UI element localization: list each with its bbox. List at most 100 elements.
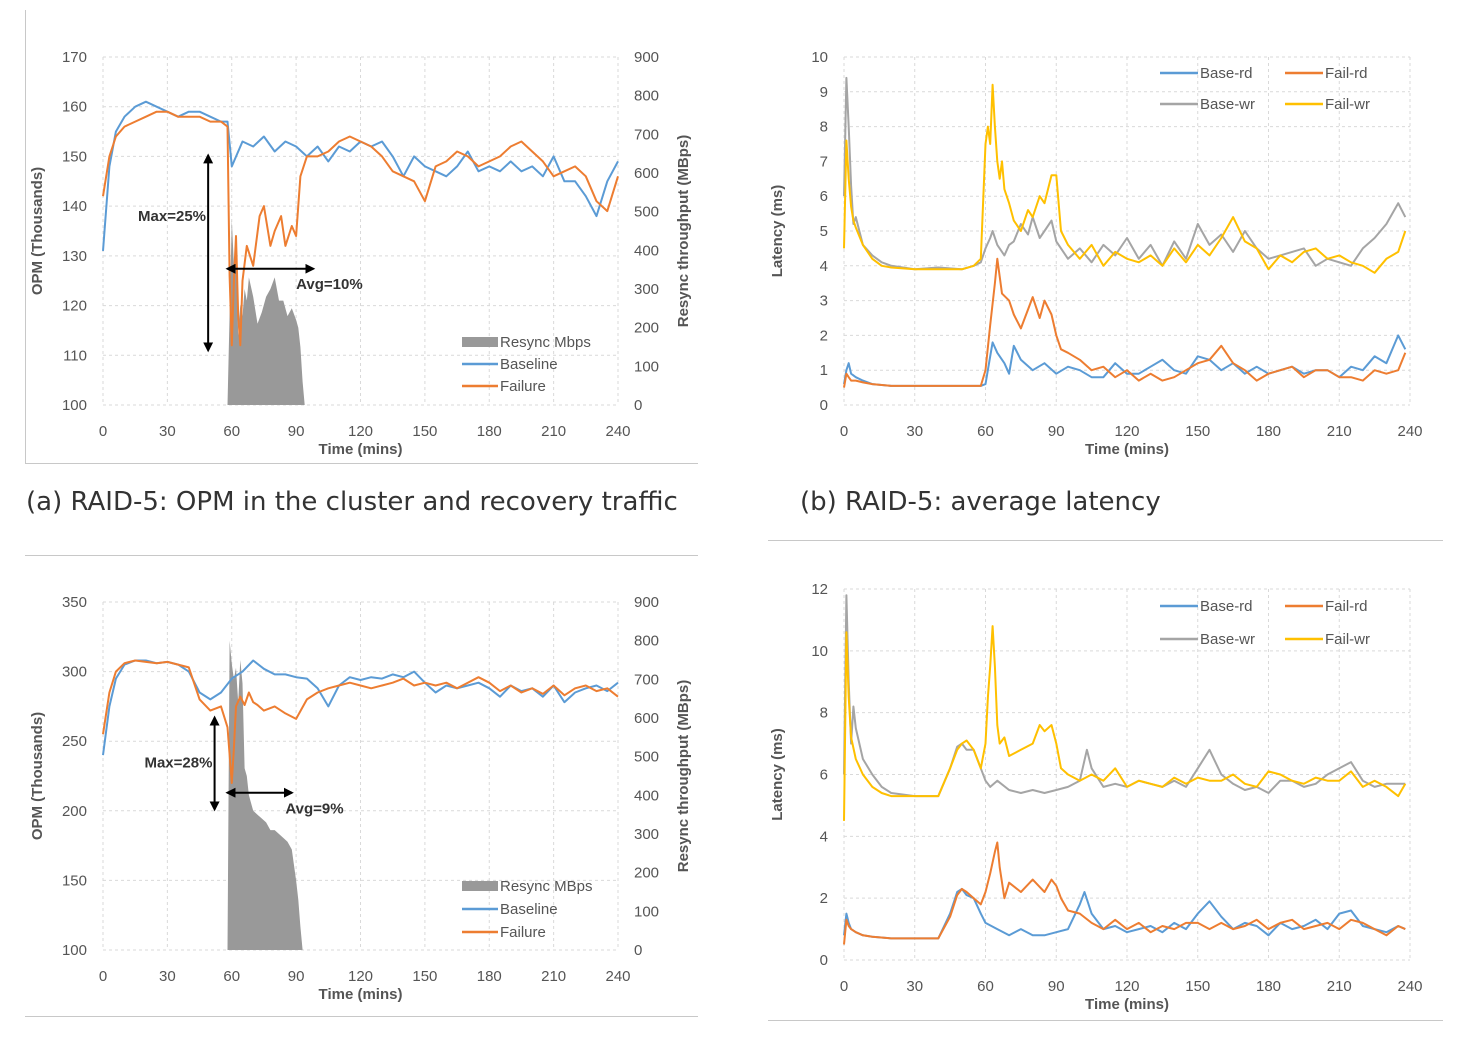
y2-tick-label: 800 — [634, 88, 659, 105]
y2-tick-label: 200 — [634, 865, 659, 882]
x-tick-label: 30 — [159, 423, 176, 440]
y2-tick-label: 0 — [634, 942, 642, 959]
chart-b-latency: 0 1 2 3 4 5 6 7 8 9 10 0 30 60 90 120 150 180 210 240 Time (… — [770, 35, 1442, 465]
x-tick-label: 120 — [348, 423, 373, 440]
y2-tick-label: 400 — [634, 242, 659, 259]
y-tick-label: 9 — [820, 84, 828, 101]
legend-label-fail-wr: Fail-wr — [1325, 96, 1370, 113]
annotation-avg: Avg=10% — [296, 276, 363, 293]
x-tick-label: 240 — [1397, 978, 1422, 995]
x-tick-label: 60 — [977, 978, 994, 995]
y-tick-label: 0 — [820, 952, 828, 969]
y-tick-label: 170 — [62, 49, 87, 66]
x-tick-label: 210 — [541, 968, 566, 985]
x-tick-label: 90 — [1048, 423, 1065, 440]
y-tick-label: 160 — [62, 99, 87, 116]
legend-label-base-wr: Base-wr — [1200, 631, 1255, 648]
legend-label-base-rd: Base-rd — [1200, 65, 1253, 82]
panel-c-bottom-border — [25, 1016, 698, 1017]
x-tick-label: 90 — [1048, 978, 1065, 995]
caption-b: (b) RAID-5: average latency — [800, 487, 1161, 517]
x-tick-label: 240 — [605, 968, 630, 985]
legend-label-fail-wr: Fail-wr — [1325, 631, 1370, 648]
chart-c-opm: 100 150 200 250 300 350 0 100 200 300 400 500 600 700… — [30, 580, 695, 1010]
y-tick-label: 4 — [820, 258, 828, 275]
panel-b-bottom-border — [768, 540, 1443, 541]
y-axis-title: Latency (ms) — [770, 728, 786, 821]
chart-c-svg: 1001502002503003500100200300400500600700… — [30, 594, 692, 1003]
x-tick-label: 240 — [1397, 423, 1422, 440]
legend-label-baseline: Baseline — [500, 901, 558, 918]
annotation-max: Max=25% — [138, 208, 206, 225]
y-tick-label: 110 — [63, 347, 87, 364]
x-tick-label: 0 — [99, 423, 107, 440]
y2-tick-label: 100 — [634, 903, 659, 920]
y2-tick-label: 200 — [634, 320, 659, 337]
x-tick-label: 120 — [1114, 423, 1139, 440]
x-tick-label: 150 — [412, 968, 437, 985]
y-tick-label: 130 — [62, 248, 87, 265]
x-tick-label: 0 — [840, 423, 848, 440]
legend-swatch-resync-mbps — [462, 881, 498, 891]
legend-label-resync-mbps: Resync Mbps — [500, 334, 591, 351]
x-tick-label: 30 — [906, 423, 923, 440]
y-tick-label: 150 — [62, 872, 87, 889]
x-tick-label: 90 — [288, 423, 305, 440]
x-axis-title: Time (mins) — [1085, 441, 1169, 458]
x-tick-label: 210 — [1327, 423, 1352, 440]
y2-tick-label: 700 — [634, 126, 659, 143]
x-tick-label: 60 — [977, 423, 994, 440]
y-tick-label: 1 — [820, 362, 828, 379]
legend-label-fail-rd: Fail-rd — [1325, 598, 1368, 615]
series-line-fail-rd — [843, 257, 1407, 388]
y-tick-label: 0 — [820, 397, 828, 414]
y2-tick-label: 0 — [634, 397, 642, 414]
x-tick-label: 90 — [288, 968, 305, 985]
x-axis-title: Time (mins) — [319, 441, 403, 458]
y-axis-title: OPM (Thousands) — [30, 167, 46, 295]
x-axis-title: Time (mins) — [1085, 996, 1169, 1013]
panel-d-bottom-border — [768, 1020, 1443, 1021]
legend-swatch-resync-mbps — [462, 337, 498, 347]
y-tick-label: 2 — [820, 890, 828, 907]
y-tick-label: 100 — [62, 942, 87, 959]
series-line-base-rd — [843, 887, 1406, 940]
series-line-fail-rd — [843, 841, 1406, 945]
series-line-failure — [102, 110, 619, 347]
x-tick-label: 30 — [906, 978, 923, 995]
panel-a-bottom-border — [25, 463, 698, 464]
y2-tick-label: 600 — [634, 710, 659, 727]
panel-a-left-border — [25, 10, 26, 464]
legend-label-failure: Failure — [500, 924, 546, 941]
y2-tick-label: 600 — [634, 165, 659, 182]
y2-tick-label: 400 — [634, 787, 659, 804]
y-tick-label: 100 — [62, 397, 87, 414]
y2-tick-label: 900 — [634, 594, 659, 611]
x-tick-label: 150 — [1185, 423, 1210, 440]
x-tick-label: 210 — [1327, 978, 1352, 995]
y-tick-label: 8 — [820, 705, 828, 722]
x-tick-label: 30 — [159, 968, 176, 985]
x-tick-label: 60 — [223, 423, 240, 440]
series-line-failure — [102, 659, 619, 784]
legend-label-resync-mbps: Resync MBps — [500, 878, 593, 895]
y-tick-label: 2 — [820, 327, 828, 344]
y-tick-label: 120 — [62, 298, 87, 315]
y-tick-label: 10 — [811, 49, 828, 66]
legend-label-base-rd: Base-rd — [1200, 598, 1253, 615]
x-tick-label: 180 — [1256, 978, 1281, 995]
series-line-base-wr — [843, 594, 1406, 798]
y-tick-label: 300 — [62, 664, 87, 681]
x-tick-label: 0 — [99, 968, 107, 985]
y-tick-label: 140 — [62, 198, 87, 215]
x-tick-label: 240 — [605, 423, 630, 440]
legend-label-base-wr: Base-wr — [1200, 96, 1255, 113]
x-tick-label: 180 — [1256, 423, 1281, 440]
y-tick-label: 10 — [811, 643, 828, 660]
y-tick-label: 4 — [820, 828, 828, 845]
x-tick-label: 210 — [541, 423, 566, 440]
series-line-baseline — [102, 100, 619, 251]
y2-tick-label: 300 — [634, 826, 659, 843]
y-tick-label: 250 — [62, 733, 87, 750]
y-tick-label: 8 — [820, 119, 828, 136]
